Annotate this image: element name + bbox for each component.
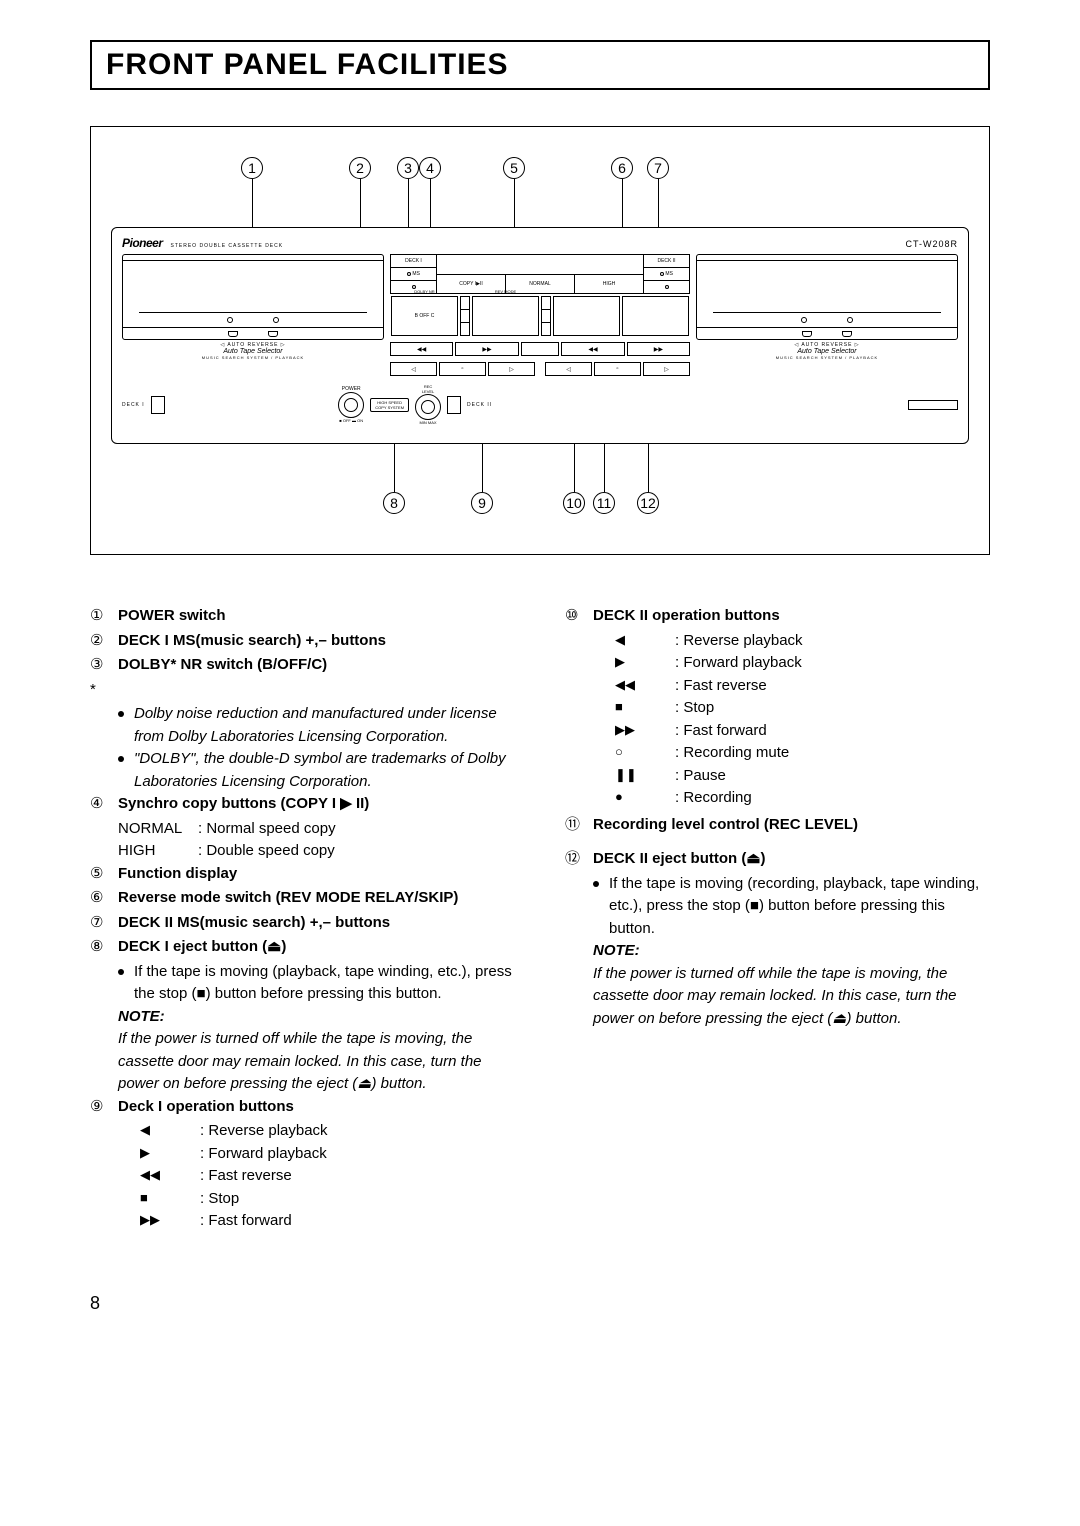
- legend-left: ①POWER switch②DECK I MS(music search) +,…: [90, 605, 515, 1233]
- deck1-transport: ◀◀▶▶ ◀◀▶▶: [390, 342, 690, 356]
- callout-11: 11: [593, 444, 615, 514]
- brand-logo: Pioneer: [122, 236, 163, 250]
- callout-6: 6: [611, 157, 633, 227]
- deck-i-label: DECK I: [391, 255, 436, 268]
- device-drawing: Pioneer STEREO DOUBLE CASSETTE DECK CT-W…: [111, 227, 969, 444]
- mss-2: MUSIC SEARCH SYSTEM / PLAYBACK: [696, 355, 958, 360]
- deck-ii-label: DECK II: [644, 255, 689, 268]
- callout-5: 5: [503, 157, 525, 227]
- deck-2-door: [696, 254, 958, 340]
- title-box: FRONT PANEL FACILITIES: [90, 40, 990, 90]
- device-subtitle: STEREO DOUBLE CASSETTE DECK: [171, 243, 284, 249]
- page-number: 8: [90, 1293, 990, 1314]
- callout-9: 9: [471, 444, 493, 514]
- rec-level-knob: [415, 394, 441, 420]
- callout-10: 10: [563, 444, 585, 514]
- callout-1: 1: [241, 157, 263, 227]
- eject-1: [151, 396, 165, 414]
- legend: ①POWER switch②DECK I MS(music search) +,…: [90, 605, 990, 1233]
- page-title: FRONT PANEL FACILITIES: [106, 48, 974, 82]
- callout-12: 12: [637, 444, 659, 514]
- callout-2: 2: [349, 157, 371, 227]
- display-lower: DOLBY NR B OFF C REV MODE: [390, 296, 690, 336]
- power-switch-knob: [338, 392, 364, 418]
- dolby-icon: [908, 400, 958, 410]
- display-upper: DECK I MS COPY I▶IINORMALHIGH DECK II MS: [390, 254, 690, 294]
- device-bottom-row: DECK I POWER ■ OFF ▬ ON HIGH SPEED COPY …: [122, 384, 958, 425]
- diagram-frame: 1234567 Pioneer STEREO DOUBLE CASSETTE D…: [90, 126, 990, 555]
- hscs-badge: HIGH SPEED COPY SYSTEM: [370, 398, 409, 412]
- callouts-top: 1 2345 67: [101, 157, 979, 227]
- deck-1-door: [122, 254, 384, 340]
- eject-2: [447, 396, 461, 414]
- center-column: DECK I MS COPY I▶IINORMALHIGH DECK II MS: [390, 254, 690, 376]
- mss-1: MUSIC SEARCH SYSTEM / PLAYBACK: [122, 355, 384, 360]
- legend-right: ⑩DECK II operation buttons◀: Reverse pla…: [565, 605, 990, 1233]
- callout-8: 8: [383, 444, 405, 514]
- model-number: CT-W208R: [905, 239, 958, 249]
- callout-7: 7: [647, 157, 669, 227]
- deck-transport-row2: ◁▫▷ ◁▫▷: [390, 362, 690, 376]
- callout-4: 4: [419, 157, 441, 227]
- callouts-bottom: 89 1011 12: [101, 444, 979, 514]
- callout-3: 3: [397, 157, 419, 227]
- tape-selector-1: Auto Tape Selector: [122, 348, 384, 355]
- tape-selector-2: Auto Tape Selector: [696, 348, 958, 355]
